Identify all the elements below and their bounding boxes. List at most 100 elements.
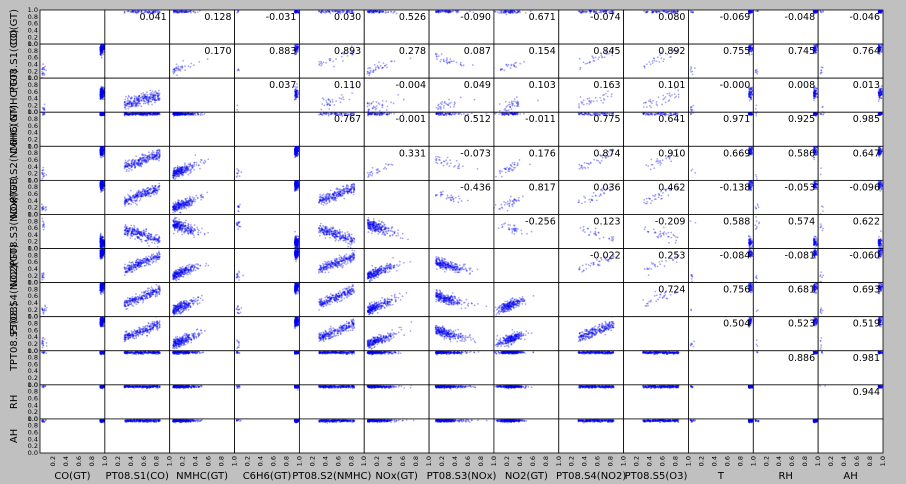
data-point xyxy=(670,10,673,12)
data-point xyxy=(294,46,296,48)
data-point xyxy=(296,46,299,49)
data-point xyxy=(584,62,587,65)
cell-frame xyxy=(104,111,171,147)
data-point xyxy=(101,44,104,45)
data-point xyxy=(179,68,182,71)
data-point xyxy=(181,10,183,12)
data-point xyxy=(99,53,102,55)
data-point xyxy=(814,10,817,12)
data-point xyxy=(100,44,103,46)
data-point xyxy=(813,10,816,13)
data-point xyxy=(179,65,182,68)
data-point xyxy=(600,10,603,13)
data-point xyxy=(338,11,341,13)
data-point xyxy=(813,11,816,14)
data-point xyxy=(879,11,882,14)
data-point xyxy=(132,10,135,12)
data-point xyxy=(439,108,442,111)
data-point xyxy=(367,10,369,13)
data-point xyxy=(459,61,462,64)
data-point xyxy=(100,45,103,48)
data-point xyxy=(101,50,103,53)
data-point xyxy=(377,66,380,69)
data-point xyxy=(879,10,882,13)
data-point xyxy=(434,53,437,56)
data-point xyxy=(100,49,103,51)
scatter-points xyxy=(577,10,615,15)
data-point xyxy=(101,45,104,48)
data-point xyxy=(99,51,102,53)
data-point xyxy=(378,10,380,13)
data-point xyxy=(750,10,753,13)
data-point xyxy=(322,98,325,101)
data-point xyxy=(879,10,881,13)
data-point xyxy=(650,112,653,114)
data-point xyxy=(649,100,652,103)
data-point xyxy=(156,95,159,97)
data-point xyxy=(137,95,140,98)
data-point xyxy=(101,45,103,48)
data-point xyxy=(153,10,156,13)
data-point xyxy=(813,10,816,13)
data-point xyxy=(372,10,375,13)
data-point xyxy=(649,98,652,101)
data-point xyxy=(691,11,693,14)
scatter-points xyxy=(123,10,161,15)
data-point xyxy=(177,66,180,69)
data-point xyxy=(878,11,881,14)
data-point xyxy=(653,57,655,60)
data-point xyxy=(813,10,815,13)
data-point xyxy=(294,11,297,14)
data-point xyxy=(137,158,140,161)
data-point xyxy=(588,97,591,100)
data-point xyxy=(336,11,339,13)
cell-nmhc-gt-vs-nmhc-gt xyxy=(169,77,235,113)
data-point xyxy=(42,166,45,169)
data-point xyxy=(610,95,613,98)
data-point xyxy=(194,10,196,13)
data-point xyxy=(151,11,154,14)
data-point xyxy=(345,11,348,14)
data-point xyxy=(327,114,330,117)
data-point xyxy=(295,10,298,12)
data-point xyxy=(580,11,582,14)
correlation-label: 0.767 xyxy=(334,114,361,125)
data-point xyxy=(814,11,817,14)
data-point xyxy=(582,61,585,64)
data-point xyxy=(880,10,882,12)
data-point xyxy=(445,11,448,13)
data-point xyxy=(187,11,190,14)
data-point xyxy=(749,97,752,99)
data-point xyxy=(294,52,297,55)
data-point xyxy=(690,11,692,14)
data-point xyxy=(100,51,103,54)
data-point xyxy=(178,11,181,13)
data-point xyxy=(101,46,103,48)
data-point xyxy=(448,98,450,101)
data-point xyxy=(101,45,104,47)
data-point xyxy=(748,10,751,13)
data-point xyxy=(103,44,105,45)
data-point xyxy=(331,100,334,103)
data-point xyxy=(185,10,188,13)
data-point xyxy=(655,11,658,14)
data-point xyxy=(101,45,104,48)
data-point xyxy=(509,12,512,15)
correlation-label: 0.641 xyxy=(658,114,685,125)
data-point xyxy=(102,45,104,48)
cell-pt08-s1-co-vs-pt08-s2-nmhc: 0.893 xyxy=(298,43,365,79)
data-point xyxy=(45,69,47,72)
data-point xyxy=(130,169,133,171)
data-point xyxy=(500,10,503,13)
data-point xyxy=(516,100,519,103)
data-point xyxy=(294,53,296,56)
data-point xyxy=(671,94,673,96)
data-point xyxy=(819,10,822,12)
data-point xyxy=(384,12,387,14)
data-point xyxy=(351,10,353,12)
data-point xyxy=(99,97,102,100)
cell-pt08-s1-co-vs-no2-gt: 0.154 xyxy=(493,43,560,79)
data-point xyxy=(176,67,179,70)
data-point xyxy=(181,66,184,69)
data-point xyxy=(100,46,103,49)
